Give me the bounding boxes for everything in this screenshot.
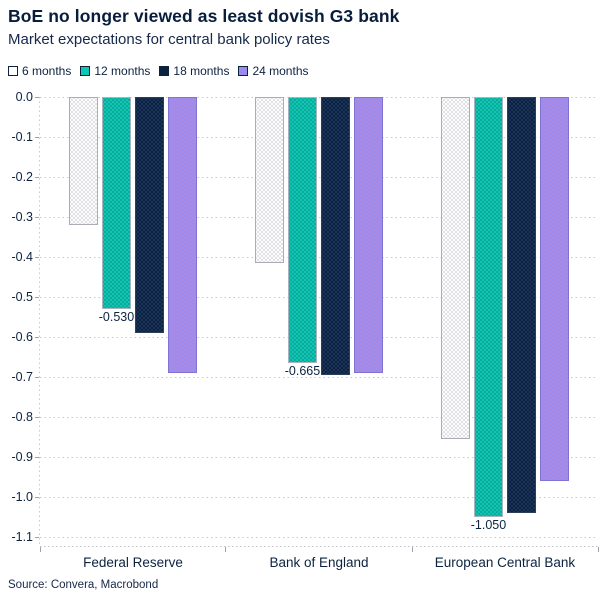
y-axis-tick	[35, 257, 39, 258]
y-axis-tick	[35, 497, 39, 498]
legend-swatch-18-months	[159, 66, 170, 76]
chart-title: BoE no longer viewed as least dovish G3 …	[8, 6, 400, 26]
bar-value-label: -1.050	[470, 518, 507, 532]
y-axis-tick-label: -1.1	[11, 530, 33, 544]
category-label-bank-of-england: Bank of England	[269, 555, 369, 570]
bar-24-months	[167, 97, 197, 373]
y-axis-line	[39, 97, 40, 547]
legend-swatch-24-months	[238, 66, 249, 76]
x-axis-tick	[39, 547, 41, 552]
bar-12-months: -0.530	[99, 97, 134, 324]
x-axis-tick	[597, 547, 599, 552]
y-axis-tick-label: -0.7	[11, 370, 33, 384]
gridline	[40, 297, 598, 298]
y-axis-tick	[35, 377, 39, 378]
legend-item-18-months: 18 months	[159, 64, 229, 78]
y-axis-tick	[35, 97, 39, 98]
source-note: Source: Convera, Macrobond	[8, 579, 159, 591]
gridline	[40, 417, 598, 418]
gridline	[40, 137, 598, 138]
category-label-federal-reserve: Federal Reserve	[83, 555, 183, 570]
legend-swatch-12-months	[80, 66, 91, 76]
legend-item-6-months: 6 months	[8, 64, 71, 78]
gridline	[40, 177, 598, 178]
y-axis-tick	[35, 417, 39, 418]
bar-12-months: -0.665	[285, 97, 320, 378]
y-axis-tick	[35, 297, 39, 298]
chart-subtitle: Market expectations for central bank pol…	[8, 31, 330, 48]
gridline	[40, 217, 598, 218]
y-axis-tick	[35, 137, 39, 138]
legend-item-24-months: 24 months	[238, 64, 309, 78]
y-axis-tick	[35, 177, 39, 178]
bar-6-months	[440, 97, 470, 439]
x-axis-tick	[225, 547, 227, 552]
y-axis-tick-label: -0.3	[11, 210, 33, 224]
gridline	[40, 257, 598, 258]
bar-value-label: -0.530	[98, 310, 135, 324]
y-axis-tick-label: -0.1	[11, 130, 33, 144]
bar-24-months	[353, 97, 383, 373]
bar-group-federal-reserve: -0.530	[40, 97, 226, 547]
bar-6-months	[254, 97, 284, 263]
legend-item-12-months: 12 months	[80, 64, 150, 78]
bar-value-label: -0.665	[284, 364, 321, 378]
bar-24-months	[539, 97, 569, 481]
x-axis-tick	[411, 547, 413, 552]
x-axis-labels: Federal Reserve Bank of England European…	[40, 555, 598, 570]
y-axis-tick	[35, 537, 39, 538]
y-axis-tick-label: -0.5	[11, 290, 33, 304]
gridline	[40, 537, 598, 538]
legend-label: 6 months	[22, 64, 72, 78]
gridline	[40, 377, 598, 378]
bar-18-months	[134, 97, 164, 333]
gridline	[40, 337, 598, 338]
y-axis-tick-label: -0.8	[11, 410, 33, 424]
y-axis-tick-label: -0.2	[11, 170, 33, 184]
y-axis-tick-label: 0.0	[15, 90, 33, 104]
bar-18-months	[506, 97, 536, 513]
y-axis-tick-label: -1.0	[11, 490, 33, 504]
y-axis-tick-label: -0.9	[11, 450, 33, 464]
gridline	[40, 97, 598, 98]
y-axis-tick	[35, 337, 39, 338]
plot-area: 0.0 -0.1 -0.2 -0.3 -0.4 -0.5 -0.6 -0.7 -0.8 -0.9 -…	[11, 90, 599, 552]
gridline	[40, 497, 598, 498]
y-axis-tick-label: -0.6	[11, 330, 33, 344]
x-axis-line	[40, 546, 598, 547]
y-axis-tick	[35, 217, 39, 218]
bar-6-months	[68, 97, 98, 225]
legend-label: 18 months	[173, 64, 230, 78]
bar-group-european-central-bank: -1.050	[412, 97, 598, 547]
y-axis-tick-label: -0.4	[11, 250, 33, 264]
legend: 6 months 12 months 18 months 24 months	[8, 64, 309, 78]
category-label-european-central-bank: European Central Bank	[434, 555, 576, 570]
bar-18-months	[320, 97, 350, 375]
gridline	[40, 457, 598, 458]
bar-12-months: -1.050	[471, 97, 506, 532]
legend-swatch-6-months	[8, 66, 18, 76]
y-axis-tick	[35, 457, 39, 458]
legend-label: 12 months	[94, 64, 151, 78]
legend-label: 24 months	[252, 64, 309, 78]
bar-group-bank-of-england: -0.665	[226, 97, 412, 547]
